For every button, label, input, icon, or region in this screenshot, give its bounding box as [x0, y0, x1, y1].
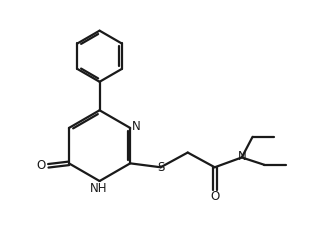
Text: O: O: [37, 159, 46, 172]
Text: N: N: [132, 119, 141, 133]
Text: S: S: [157, 161, 165, 174]
Text: N: N: [237, 150, 246, 164]
Text: NH: NH: [90, 182, 108, 195]
Text: O: O: [210, 190, 219, 203]
